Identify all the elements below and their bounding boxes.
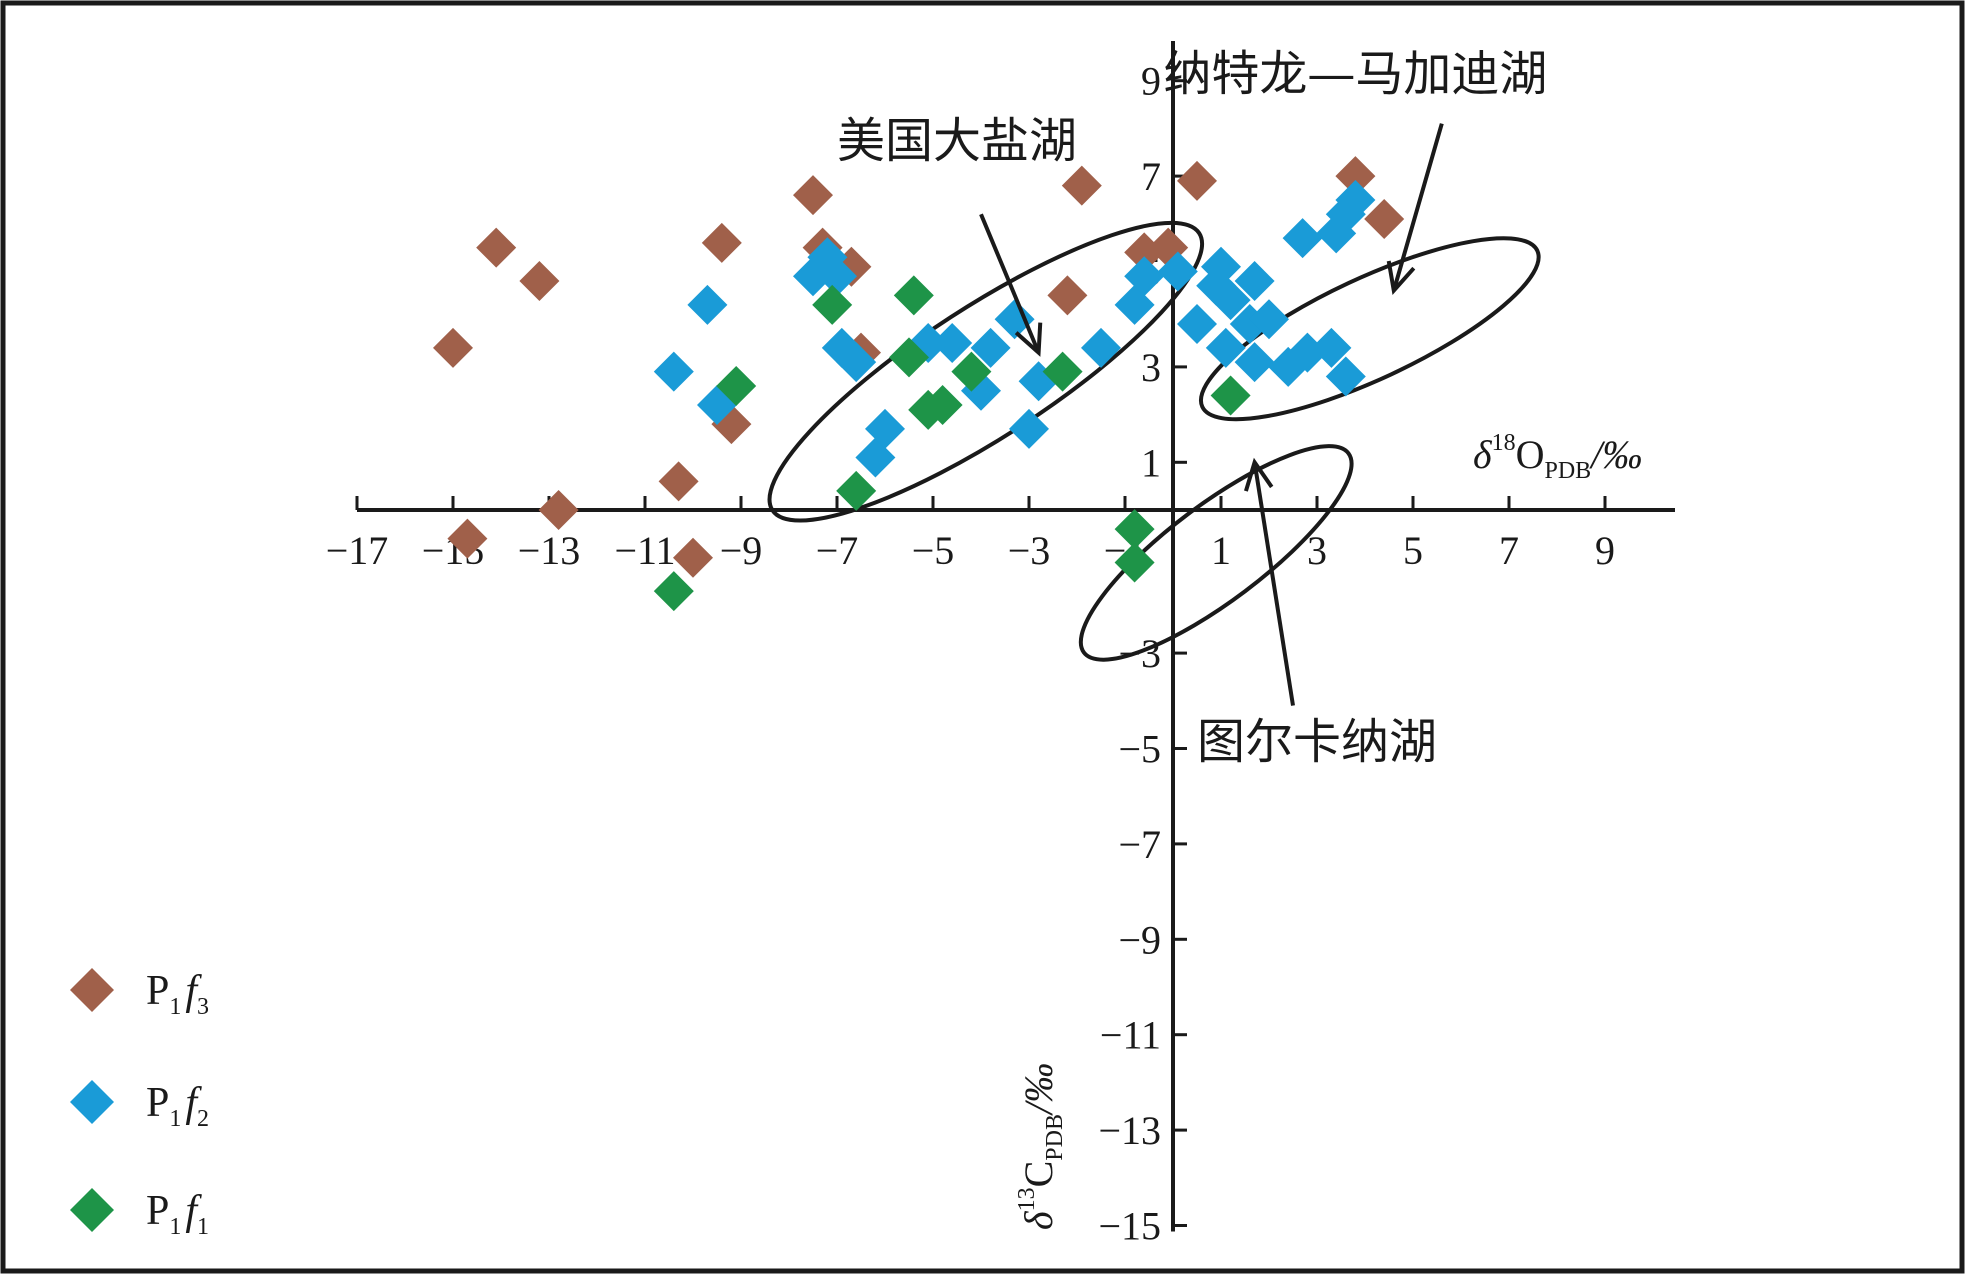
point-f2 xyxy=(1124,256,1165,297)
axis-labels: δ18OPDB/‰ δ13CPDB/‰ xyxy=(1014,430,1642,1230)
arrow-shaft xyxy=(979,213,1041,354)
legend-marker-f1 xyxy=(70,1188,114,1232)
arrow-shaft xyxy=(1252,461,1295,706)
y-tick-label: 9 xyxy=(1141,59,1161,104)
arrow-head xyxy=(1244,457,1274,492)
point-f1 xyxy=(836,470,877,511)
point-f2 xyxy=(1177,303,1217,344)
y-tick-label: −15 xyxy=(1098,1204,1161,1249)
point-f2 xyxy=(1249,299,1289,340)
point-f3 xyxy=(1061,165,1102,206)
x-tick-label: −9 xyxy=(720,528,763,573)
y-tick-label: −7 xyxy=(1118,822,1161,867)
lake-label: 美国大盐湖 xyxy=(837,113,1077,169)
legend-marker-f2 xyxy=(70,1080,114,1124)
lake-ellipses xyxy=(767,220,1541,662)
y-tick-label: −13 xyxy=(1098,1108,1161,1153)
x-tick-label: −11 xyxy=(614,528,675,573)
point-f3 xyxy=(476,227,517,268)
point-f1 xyxy=(951,351,992,392)
point-f2 xyxy=(1234,342,1275,383)
point-f3 xyxy=(1364,199,1405,240)
arrow-shaft xyxy=(1391,123,1444,292)
point-f1 xyxy=(1210,375,1251,416)
point-f2 xyxy=(1009,408,1049,449)
lake-label: 图尔卡纳湖 xyxy=(1197,714,1437,770)
lake-label: 纳特龙—马加迪湖 xyxy=(1163,46,1547,102)
y-tick-label: 7 xyxy=(1141,154,1161,199)
legend-marker-f3 xyxy=(70,968,114,1012)
x-tick-label: −17 xyxy=(326,528,389,573)
x-tick-label: 1 xyxy=(1211,528,1231,573)
point-f3 xyxy=(447,518,488,559)
point-f2 xyxy=(1282,218,1323,259)
point-f2 xyxy=(865,408,905,449)
x-axis-title: δ18OPDB/‰ xyxy=(1473,430,1642,484)
arrow-head xyxy=(1014,322,1043,357)
point-f3 xyxy=(538,490,579,530)
point-f3 xyxy=(658,461,699,502)
data-markers xyxy=(433,156,1405,612)
point-f1 xyxy=(653,571,694,612)
legend: P1f3 P1f2 P1f1 xyxy=(70,968,209,1240)
point-f1 xyxy=(1114,542,1155,583)
point-f2 xyxy=(1325,356,1366,397)
point-f2 xyxy=(836,342,877,383)
legend-label-f1: P1f1 xyxy=(146,1188,209,1240)
x-tick-label: 7 xyxy=(1499,528,1519,573)
point-f2 xyxy=(1234,261,1275,302)
point-f2 xyxy=(1157,251,1198,292)
x-tick-label: −13 xyxy=(518,528,581,573)
point-f3 xyxy=(1047,275,1088,316)
y-axis-title: δ13CPDB/‰ xyxy=(1014,1063,1068,1230)
point-f1 xyxy=(922,385,963,426)
point-f2 xyxy=(970,327,1011,368)
point-f2 xyxy=(817,256,857,297)
point-f3 xyxy=(673,537,713,578)
point-f2 xyxy=(994,299,1035,340)
point-f1 xyxy=(1114,509,1155,550)
point-f3 xyxy=(519,261,560,302)
y-tick-label: 3 xyxy=(1141,345,1161,390)
point-f3 xyxy=(701,222,742,263)
point-f1 xyxy=(1042,351,1083,392)
point-f1 xyxy=(893,275,934,316)
point-f2 xyxy=(653,351,694,392)
point-f2 xyxy=(932,323,973,364)
lake-ellipse xyxy=(1198,236,1541,422)
lake-ellipse xyxy=(1078,444,1354,662)
legend-label-f2: P1f2 xyxy=(146,1080,209,1132)
y-tick-label: −9 xyxy=(1118,917,1161,962)
x-tick-label: −7 xyxy=(816,528,859,573)
point-f1 xyxy=(716,365,757,406)
y-tick-label: −5 xyxy=(1118,727,1161,772)
point-f2 xyxy=(1335,179,1376,220)
point-f2 xyxy=(1201,246,1241,287)
point-f2 xyxy=(1311,327,1352,368)
point-f2 xyxy=(1210,280,1251,321)
x-tick-label: 3 xyxy=(1307,528,1327,573)
arrow-head xyxy=(1386,260,1416,295)
point-f2 xyxy=(1205,327,1246,368)
y-tick-label: −11 xyxy=(1100,1013,1161,1058)
point-f3 xyxy=(1335,156,1376,197)
x-tick-label: −5 xyxy=(912,528,955,573)
x-tick-label: 5 xyxy=(1403,528,1423,573)
legend-label-f3: P1f3 xyxy=(146,968,209,1020)
x-tick-label: −3 xyxy=(1008,528,1051,573)
point-f3 xyxy=(1177,160,1217,201)
y-tick-label: 1 xyxy=(1141,440,1161,485)
point-f1 xyxy=(812,284,853,325)
point-f3 xyxy=(433,327,473,368)
point-f1 xyxy=(889,337,929,378)
point-f2 xyxy=(1081,327,1121,368)
x-tick-label: 9 xyxy=(1595,528,1615,573)
point-f2 xyxy=(687,284,728,325)
point-f3 xyxy=(793,175,833,216)
